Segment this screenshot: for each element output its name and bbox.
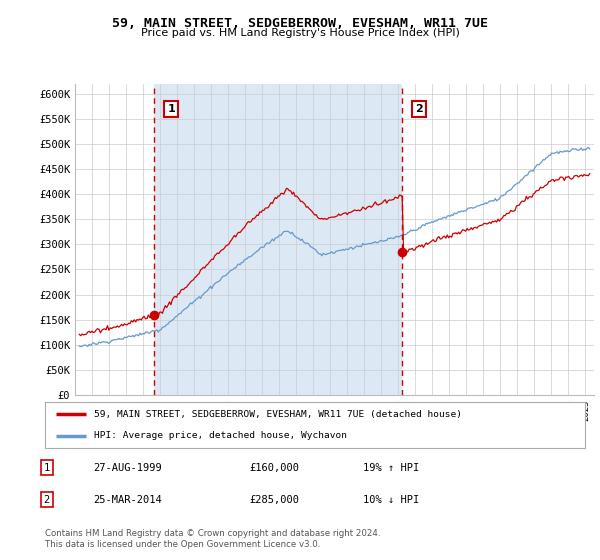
Text: 1: 1 <box>167 104 175 114</box>
Text: HPI: Average price, detached house, Wychavon: HPI: Average price, detached house, Wych… <box>94 431 347 440</box>
Text: 19% ↑ HPI: 19% ↑ HPI <box>363 463 419 473</box>
Text: £285,000: £285,000 <box>249 494 299 505</box>
Text: Price paid vs. HM Land Registry's House Price Index (HPI): Price paid vs. HM Land Registry's House … <box>140 28 460 38</box>
Text: 10% ↓ HPI: 10% ↓ HPI <box>363 494 419 505</box>
Text: 2: 2 <box>415 104 423 114</box>
Text: 2: 2 <box>44 494 50 505</box>
Text: 59, MAIN STREET, SEDGEBERROW, EVESHAM, WR11 7UE: 59, MAIN STREET, SEDGEBERROW, EVESHAM, W… <box>112 17 488 30</box>
Text: 59, MAIN STREET, SEDGEBERROW, EVESHAM, WR11 7UE (detached house): 59, MAIN STREET, SEDGEBERROW, EVESHAM, W… <box>94 410 461 419</box>
Text: 25-MAR-2014: 25-MAR-2014 <box>93 494 162 505</box>
Text: Contains HM Land Registry data © Crown copyright and database right 2024.
This d: Contains HM Land Registry data © Crown c… <box>45 529 380 549</box>
Text: 27-AUG-1999: 27-AUG-1999 <box>93 463 162 473</box>
Bar <box>154 84 402 395</box>
Text: 1: 1 <box>44 463 50 473</box>
Text: £160,000: £160,000 <box>249 463 299 473</box>
